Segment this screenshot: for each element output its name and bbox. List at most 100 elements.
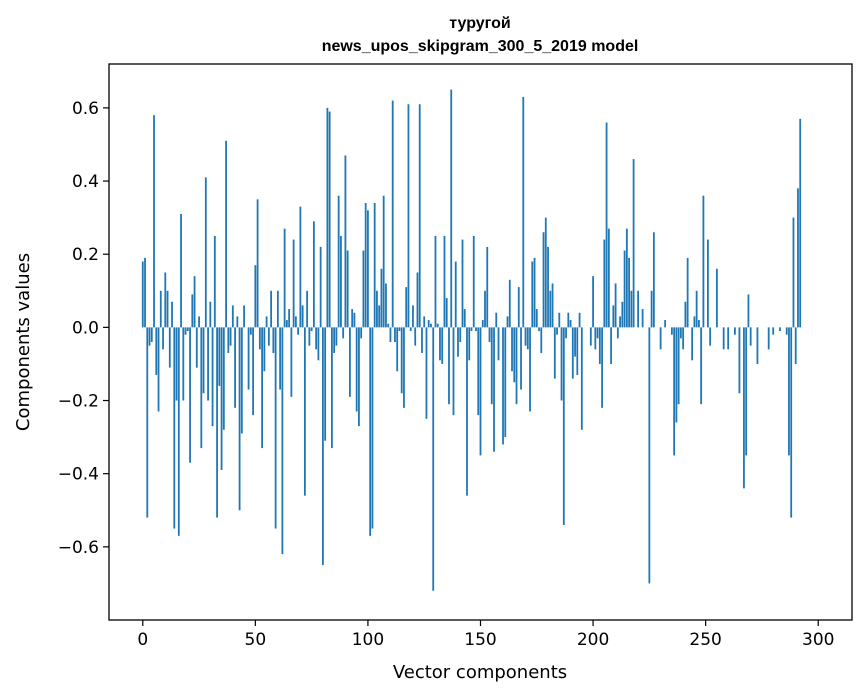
bar-101	[369, 327, 372, 536]
bar-54	[263, 327, 266, 372]
bar-141	[459, 327, 462, 342]
bar-215	[625, 228, 628, 328]
bar-36	[222, 327, 225, 430]
y-axis-label: Components values	[13, 253, 34, 431]
bar-135	[445, 298, 448, 328]
bar-7	[157, 327, 160, 412]
bar-193	[576, 327, 579, 375]
bar-65	[288, 309, 291, 328]
bar-186	[560, 327, 563, 401]
bar-171	[526, 327, 529, 350]
bar-128	[430, 323, 432, 328]
bar-26	[200, 327, 203, 449]
bar-111	[391, 100, 394, 328]
bar-246	[695, 290, 698, 328]
bar-168	[520, 327, 522, 390]
bars-group	[141, 89, 806, 591]
bar-61	[279, 327, 282, 390]
bar-249	[702, 195, 705, 328]
bar-8	[159, 290, 162, 328]
bar-163	[508, 279, 511, 328]
bar-292	[799, 118, 802, 328]
bar-173	[531, 261, 534, 328]
bar-127	[427, 320, 430, 328]
bar-185	[558, 312, 561, 328]
bar-154	[488, 327, 491, 342]
bar-19	[184, 327, 187, 335]
bar-129	[432, 327, 435, 591]
bar-24	[195, 327, 198, 368]
bar-34	[218, 327, 221, 386]
bar-15	[175, 327, 178, 401]
bar-180	[547, 246, 549, 328]
bar-155	[490, 327, 493, 405]
x-tick-label: 300	[802, 630, 834, 650]
bar-133	[441, 327, 444, 364]
bar-260	[727, 327, 730, 350]
bar-156	[493, 327, 495, 452]
bar-5	[153, 115, 155, 328]
bar-157	[495, 312, 498, 328]
bar-4	[150, 327, 153, 342]
bar-75	[310, 327, 313, 332]
bar-235	[670, 327, 673, 335]
bar-147	[472, 235, 475, 328]
bar-118	[407, 104, 410, 328]
chart-title-line2: news_upos_skipgram_300_5_2019 model	[322, 38, 639, 55]
x-tick-label: 100	[352, 630, 384, 650]
bar-20	[186, 327, 189, 332]
bar-69	[297, 327, 300, 335]
bar-100	[367, 210, 369, 328]
bar-162	[506, 316, 509, 328]
bar-84	[331, 327, 333, 449]
bar-225	[648, 327, 651, 584]
bar-53	[261, 327, 263, 449]
bar-102	[371, 327, 374, 529]
bar-227	[652, 232, 655, 328]
bar-37	[225, 140, 227, 328]
bar-283	[779, 327, 781, 332]
bar-48	[249, 327, 252, 335]
bar-49	[252, 327, 254, 416]
bar-291	[797, 188, 799, 328]
bar-270	[749, 327, 752, 346]
bar-232	[664, 320, 667, 328]
bar-267	[743, 327, 745, 489]
bar-114	[398, 327, 401, 332]
bar-140	[457, 327, 459, 357]
bar-95	[355, 327, 358, 412]
bar-160	[502, 327, 504, 445]
bar-240	[682, 327, 685, 350]
bar-189	[567, 312, 570, 328]
bar-209	[612, 305, 615, 328]
bar-81	[324, 327, 327, 441]
bar-41	[234, 327, 236, 408]
y-tick-label: 0.2	[72, 245, 99, 265]
bar-206	[605, 122, 608, 328]
bar-122	[416, 272, 419, 328]
bar-242	[686, 257, 689, 328]
bar-238	[677, 327, 680, 405]
bar-191	[571, 327, 574, 379]
bar-60	[276, 290, 279, 328]
bar-245	[693, 316, 696, 328]
bar-16	[177, 327, 180, 536]
x-tick-label: 250	[689, 630, 721, 650]
bar-287	[788, 327, 790, 456]
bar-164	[511, 327, 513, 372]
bar-18	[182, 327, 185, 401]
bar-32	[213, 235, 216, 328]
bar-204	[601, 327, 603, 408]
bar-71	[301, 305, 304, 328]
bar-93	[351, 309, 354, 328]
bar-30	[209, 301, 212, 328]
bar-142	[461, 239, 464, 328]
bar-217	[630, 290, 633, 328]
bar-177	[540, 327, 543, 353]
bar-98	[362, 250, 365, 328]
bar-51	[256, 199, 259, 328]
bar-265	[738, 327, 741, 394]
bar-230	[659, 327, 662, 350]
bar-77	[315, 327, 318, 350]
